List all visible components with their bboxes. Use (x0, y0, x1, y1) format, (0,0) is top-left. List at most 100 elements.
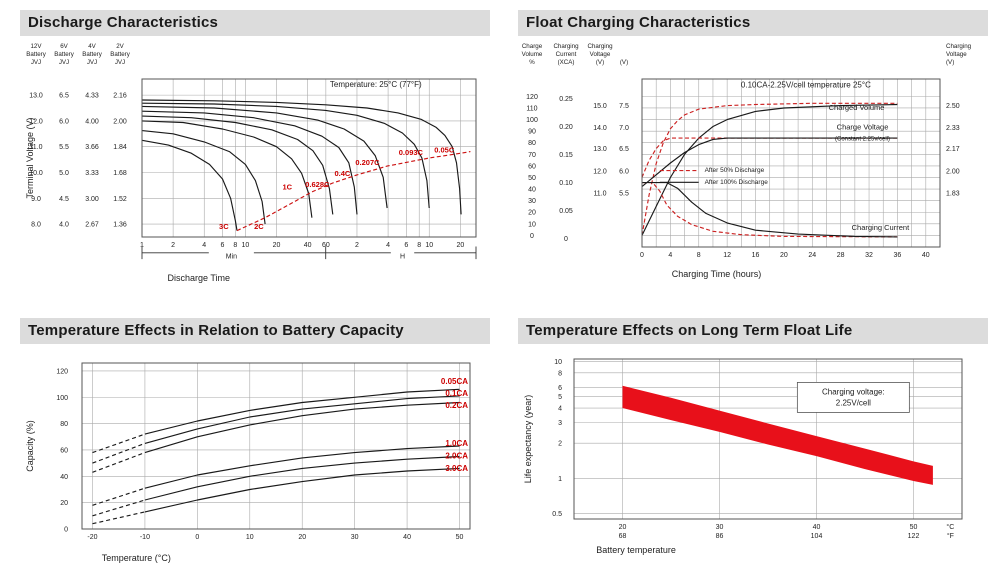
svg-text:68: 68 (619, 533, 627, 540)
svg-text:0.05C: 0.05C (434, 145, 455, 154)
svg-text:%: % (529, 59, 535, 66)
svg-text:4: 4 (202, 242, 206, 249)
svg-text:Charging voltage:: Charging voltage: (822, 387, 885, 396)
svg-text:4.5: 4.5 (59, 196, 69, 203)
svg-text:4.0: 4.0 (59, 222, 69, 229)
svg-text:0.15: 0.15 (559, 152, 573, 159)
svg-text:6.0: 6.0 (59, 118, 69, 125)
svg-text:60: 60 (528, 163, 536, 170)
svg-text:2.33: 2.33 (946, 125, 960, 132)
svg-text:(V): (V) (596, 59, 604, 66)
svg-text:40: 40 (528, 187, 536, 194)
svg-text:-20: -20 (87, 534, 97, 541)
temperature-capacity-chart: -20 -10 0 10 20 30 40 50 0 20 40 60 80 100 120 0.05CA 0.… (25, 362, 471, 563)
svg-text:2C: 2C (254, 222, 264, 231)
svg-text:10: 10 (528, 221, 536, 228)
svg-text:0: 0 (64, 527, 68, 534)
svg-text:Charge: Charge (522, 43, 543, 50)
svg-text:8: 8 (233, 242, 237, 249)
svg-text:12: 12 (723, 252, 731, 259)
svg-text:4V: 4V (88, 43, 96, 50)
svg-text:122: 122 (908, 533, 920, 540)
svg-text:16: 16 (752, 252, 760, 259)
svg-text:8: 8 (697, 252, 701, 259)
svg-text:2V: 2V (116, 43, 124, 50)
svg-text:3.0CA: 3.0CA (445, 464, 468, 473)
svg-text:30: 30 (351, 534, 359, 541)
float-life-chart: 206830864010450122°C°F1086543210.5Chargi… (523, 358, 963, 555)
svg-text:0: 0 (195, 534, 199, 541)
svg-text:Charging Time (hours): Charging Time (hours) (672, 269, 762, 279)
svg-text:11.0: 11.0 (593, 191, 606, 198)
svg-text:0: 0 (564, 236, 568, 243)
discharge-characteristics-chart: 1 2 4 6 8 10 20 40 60 2 4 6 8 10 2012VBatteryJVJ13.012… (25, 43, 477, 283)
svg-text:Battery temperature: Battery temperature (596, 545, 676, 555)
svg-text:10: 10 (554, 359, 562, 366)
svg-text:70: 70 (528, 152, 536, 159)
svg-text:JVJ: JVJ (115, 59, 125, 66)
svg-text:20: 20 (780, 252, 788, 259)
svg-text:20: 20 (60, 500, 68, 507)
svg-text:30: 30 (716, 524, 724, 531)
svg-text:0.628C: 0.628C (305, 180, 330, 189)
svg-text:13.0: 13.0 (29, 93, 43, 100)
svg-text:2.16: 2.16 (113, 93, 127, 100)
svg-text:-10: -10 (140, 534, 150, 541)
svg-text:After 50% Discharge: After 50% Discharge (705, 167, 765, 174)
svg-text:Voltage: Voltage (946, 51, 967, 58)
svg-text:Terminal Voltage (V): Terminal Voltage (V) (25, 117, 35, 198)
svg-text:Battery: Battery (54, 51, 75, 58)
svg-text:(Constant 2.25v/cell): (Constant 2.25v/cell) (835, 136, 890, 142)
svg-text:1.83: 1.83 (946, 191, 960, 198)
svg-text:0: 0 (640, 252, 644, 259)
svg-text:20: 20 (619, 524, 627, 531)
svg-text:4: 4 (668, 252, 672, 259)
svg-text:86: 86 (716, 533, 724, 540)
svg-text:2.50: 2.50 (946, 103, 960, 110)
panel-title-float-charging: Float Charging Characteristics (518, 10, 988, 36)
svg-text:6: 6 (221, 242, 225, 249)
svg-text:100: 100 (56, 395, 68, 402)
svg-text:3.66: 3.66 (85, 144, 99, 151)
panel-discharge-characteristics: Discharge Characteristics 1 2 4 6 8 10 20 40 60 2… (20, 10, 490, 299)
svg-text:80: 80 (60, 421, 68, 428)
svg-text:12.0: 12.0 (593, 168, 607, 175)
svg-text:8: 8 (417, 242, 421, 249)
svg-text:Charging: Charging (553, 43, 579, 50)
svg-text:6: 6 (404, 242, 408, 249)
svg-text:0.1CA: 0.1CA (445, 389, 468, 398)
svg-text:2.0CA: 2.0CA (445, 451, 468, 460)
svg-text:5.0: 5.0 (59, 170, 69, 177)
svg-text:Battery: Battery (82, 51, 103, 58)
svg-text:3: 3 (558, 420, 562, 427)
svg-text:H: H (400, 253, 405, 260)
svg-text:4.00: 4.00 (85, 118, 99, 125)
svg-text:15.0: 15.0 (593, 103, 607, 110)
svg-text:7.0: 7.0 (619, 125, 629, 132)
svg-text:24: 24 (808, 252, 816, 259)
svg-text:40: 40 (922, 252, 930, 259)
svg-text:3.33: 3.33 (85, 170, 99, 177)
svg-text:Charge Voltage: Charge Voltage (837, 122, 889, 131)
svg-text:13.0: 13.0 (593, 146, 607, 153)
svg-text:1.84: 1.84 (113, 144, 127, 151)
svg-text:After 100% Discharge: After 100% Discharge (705, 179, 769, 186)
svg-text:10.0: 10.0 (29, 170, 43, 177)
svg-text:(XCA): (XCA) (558, 59, 575, 66)
svg-text:°F: °F (947, 532, 954, 540)
svg-text:14.0: 14.0 (593, 125, 607, 132)
svg-text:40: 40 (304, 242, 312, 249)
svg-text:6.5: 6.5 (619, 146, 629, 153)
svg-text:40: 40 (60, 474, 68, 481)
svg-text:Min: Min (226, 253, 237, 260)
svg-text:0.20: 0.20 (559, 124, 573, 131)
svg-text:20: 20 (298, 534, 306, 541)
svg-text:2: 2 (558, 441, 562, 448)
svg-text:6: 6 (558, 385, 562, 392)
svg-text:1: 1 (140, 242, 144, 249)
svg-text:8.0: 8.0 (31, 222, 41, 229)
svg-text:Battery: Battery (26, 51, 47, 58)
svg-text:30: 30 (528, 198, 536, 205)
svg-text:3.00: 3.00 (85, 196, 99, 203)
svg-text:28: 28 (837, 252, 845, 259)
